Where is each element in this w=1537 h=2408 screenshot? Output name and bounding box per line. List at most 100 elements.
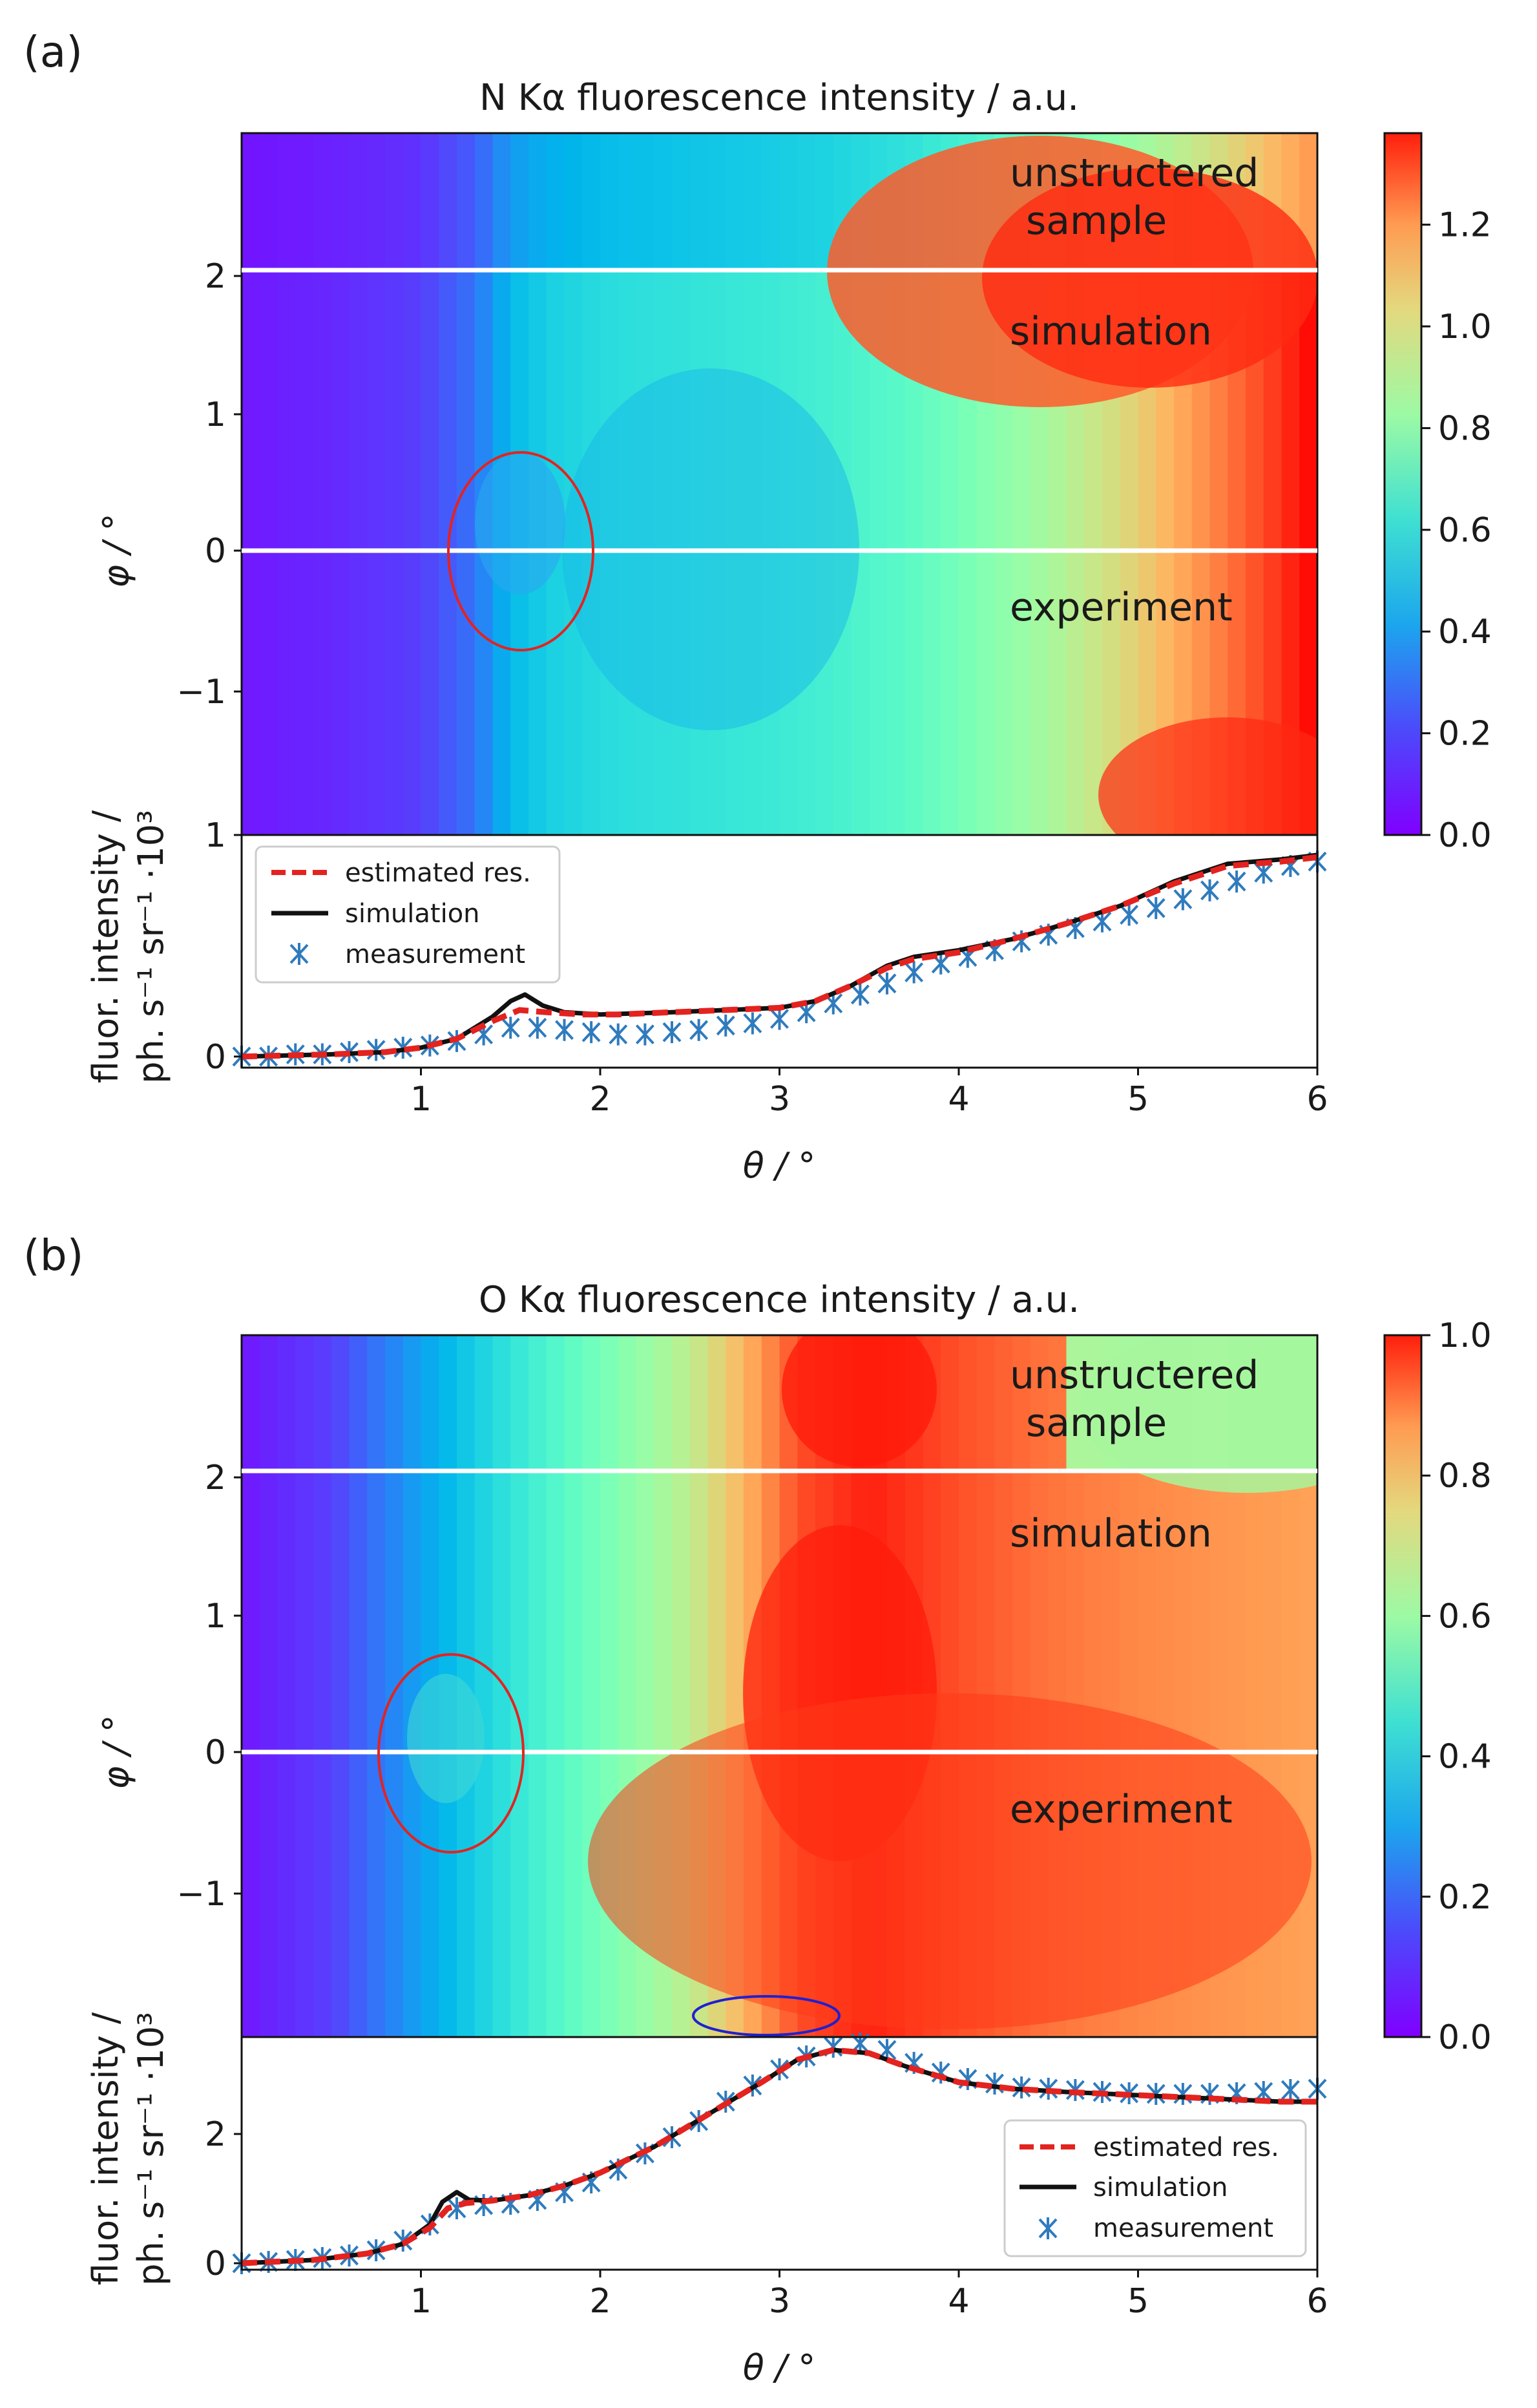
- heatmap-strip-column: [510, 1335, 529, 1472]
- heatmap-b-y-tick: 1: [205, 1597, 226, 1636]
- heatmap-strip-column: [242, 1335, 260, 1472]
- heatmap-strip-column: [636, 1335, 655, 1472]
- legend-a-label: simulation: [345, 899, 480, 929]
- heatmap-a-feature-spot: [475, 452, 565, 595]
- heatmap-b: [242, 1335, 1317, 2037]
- heatmap-strip-column: [457, 133, 476, 270]
- colorbar-b: 0.0 0.2 0.4 0.6 0.8 1.0: [1383, 1316, 1492, 2057]
- heatmap-a-y-tick: 0: [205, 532, 226, 571]
- heatmap-strip-column: [492, 133, 512, 270]
- measurement-point: [743, 1012, 762, 1035]
- colorbar-a-ticks: 0.0 0.2 0.4 0.6 0.8 1.0 1.2: [1421, 206, 1492, 855]
- heatmap-strip-column: [492, 1335, 512, 1472]
- highlight-ellipse-b-blue: [692, 1995, 841, 2036]
- panel-b-label: (b): [23, 1230, 83, 1280]
- heatmap-b-hot-top: [782, 1335, 937, 1467]
- heatmap-strip-column: [689, 133, 709, 270]
- heatmap-a-y-tick: −1: [176, 673, 226, 712]
- lineplot-a-ylabel-line2: ph. s⁻¹ sr⁻¹ ·10³: [131, 810, 171, 1083]
- lineplot-b-ylabel-line2: ph. s⁻¹ sr⁻¹ ·10³: [131, 2012, 171, 2285]
- colorbar-tick-label: 0.4: [1438, 613, 1492, 651]
- heatmap-b-y-tick: −1: [176, 1875, 226, 1914]
- colorbar-tick-label: 1.0: [1438, 1316, 1492, 1355]
- colorbar-tick-label: 0.6: [1438, 511, 1492, 550]
- heatmap-strip-column: [744, 1335, 762, 1472]
- measurement-point: [716, 1014, 735, 1037]
- measurement-point: [1281, 2079, 1300, 2101]
- x-tick-label: 1: [410, 2282, 432, 2321]
- heatmap-strip-column: [295, 133, 314, 270]
- lineplot-a: 1 2 3 4 5 6 0 1 θ / ° fluor. intensity / ph. s⁻…: [85, 810, 1328, 1186]
- heatmap-strip-column: [528, 1335, 547, 1472]
- region-label-b-unstructured: unstructered: [1010, 1353, 1259, 1398]
- colorbar-tick-label: 1.2: [1438, 206, 1492, 245]
- legend-b-box: [1003, 2119, 1307, 2257]
- heatmap-strip-column: [654, 1335, 673, 1472]
- heatmap-strip-column: [618, 1335, 637, 1472]
- heatmap-strip-column: [439, 133, 457, 270]
- heatmap-a-y-tick: 1: [205, 396, 226, 434]
- heatmap-strip-column: [941, 1335, 959, 1472]
- lineplot-b: 1 2 3 4 5 6 0 2 θ / ° fluor. intensity / ph. s⁻…: [85, 2012, 1328, 2388]
- heatmap-strip-column: [385, 133, 404, 270]
- legend-b-label: estimated res.: [1093, 2133, 1279, 2162]
- heatmap-strip-column: [349, 1335, 368, 1472]
- legend-a-swatch-measurement: [289, 943, 309, 965]
- y-tick-label: 2: [205, 2115, 226, 2154]
- region-label-b-experiment: experiment: [1010, 1787, 1233, 1832]
- heatmap-strip-column: [600, 1335, 619, 1472]
- heatmap-a-hot-lower: [1098, 717, 1317, 835]
- measurement-point: [877, 972, 897, 995]
- heatmap-a-hot-upper-core: [982, 168, 1317, 388]
- heatmap-strip-column: [277, 1335, 297, 1472]
- measurement-point: [662, 1021, 682, 1044]
- colorbar-b-gradient: [1383, 1334, 1423, 2038]
- heatmap-strip-column: [385, 1335, 404, 1472]
- estimated-res-line: [241, 2047, 1317, 2266]
- colorbar-tick-label: 0.8: [1438, 409, 1492, 448]
- heatmap-strip-column: [636, 133, 655, 270]
- measurement-point: [609, 1023, 628, 1046]
- heatmap-b-y-axis: −1 0 1 2 φ / °: [96, 1459, 242, 1914]
- heatmap-b-hot-lower: [588, 1693, 1312, 2029]
- heatmap-strip-column: [403, 1335, 422, 1472]
- heatmap-b-feature-spot: [407, 1674, 485, 1803]
- measurement-point: [366, 1039, 386, 1061]
- heatmap-strip-column: [582, 133, 601, 270]
- estimated-res-line: [241, 854, 1318, 1060]
- heatmap-a-title: N Kα fluorescence intensity / a.u.: [479, 77, 1079, 119]
- heatmap-strip-column: [779, 133, 799, 270]
- heatmap-a-y-axis: −1 0 1 2 φ / °: [96, 257, 242, 712]
- lineplot-b-ylabel-line1: fluor. intensity /: [85, 2012, 126, 2285]
- heatmap-strip-column: [726, 1335, 744, 1472]
- y-tick-label: 0: [205, 2244, 226, 2283]
- heatmap-strip-column: [1012, 1335, 1031, 1472]
- heatmap-strip-column: [761, 133, 780, 270]
- heatmap-strip-column: [600, 133, 619, 270]
- y-tick-label: 0: [205, 1038, 226, 1077]
- heatmap-strip-column: [403, 133, 422, 270]
- heatmap-strip-column: [313, 1335, 332, 1472]
- legend-a-label: measurement: [345, 940, 525, 969]
- heatmap-strip-column: [510, 133, 529, 270]
- heatmap-b-y-tick: 2: [205, 1459, 226, 1497]
- heatmap-strip-column: [672, 133, 691, 270]
- x-tick-label: 3: [769, 2282, 790, 2321]
- x-tick-label: 6: [1306, 2282, 1328, 2321]
- panel-a-label: (a): [23, 27, 83, 77]
- region-label-b-sample: sample: [1026, 1400, 1167, 1446]
- measurement-point: [1173, 888, 1193, 911]
- heatmap-b-ylabel: φ / °: [96, 1715, 136, 1789]
- heatmap-strip-column: [295, 1335, 314, 1472]
- heatmap-strip-column: [367, 1335, 386, 1472]
- legend-a-box: [255, 845, 561, 984]
- lineplot-a-series: [232, 850, 1327, 1068]
- heatmap-strip-column: [474, 133, 494, 270]
- region-label-a-experiment: experiment: [1010, 585, 1233, 630]
- heatmap-strip-column: [331, 1335, 350, 1472]
- x-tick-label: 4: [948, 1080, 969, 1119]
- colorbar-tick-label: 0.8: [1438, 1457, 1492, 1495]
- heatmap-strip-column: [439, 1335, 457, 1472]
- heatmap-a: [242, 133, 1317, 835]
- highlight-ellipse-b: [377, 1653, 525, 1854]
